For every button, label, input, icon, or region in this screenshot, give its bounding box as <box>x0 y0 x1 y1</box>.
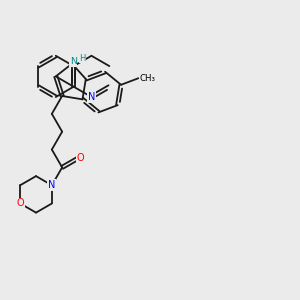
Text: CH₃: CH₃ <box>140 74 156 83</box>
Text: O: O <box>16 199 24 208</box>
Text: N: N <box>48 180 56 190</box>
Text: N: N <box>70 57 77 66</box>
Text: O: O <box>76 153 84 163</box>
Text: H: H <box>80 54 86 63</box>
Text: N: N <box>88 92 95 102</box>
